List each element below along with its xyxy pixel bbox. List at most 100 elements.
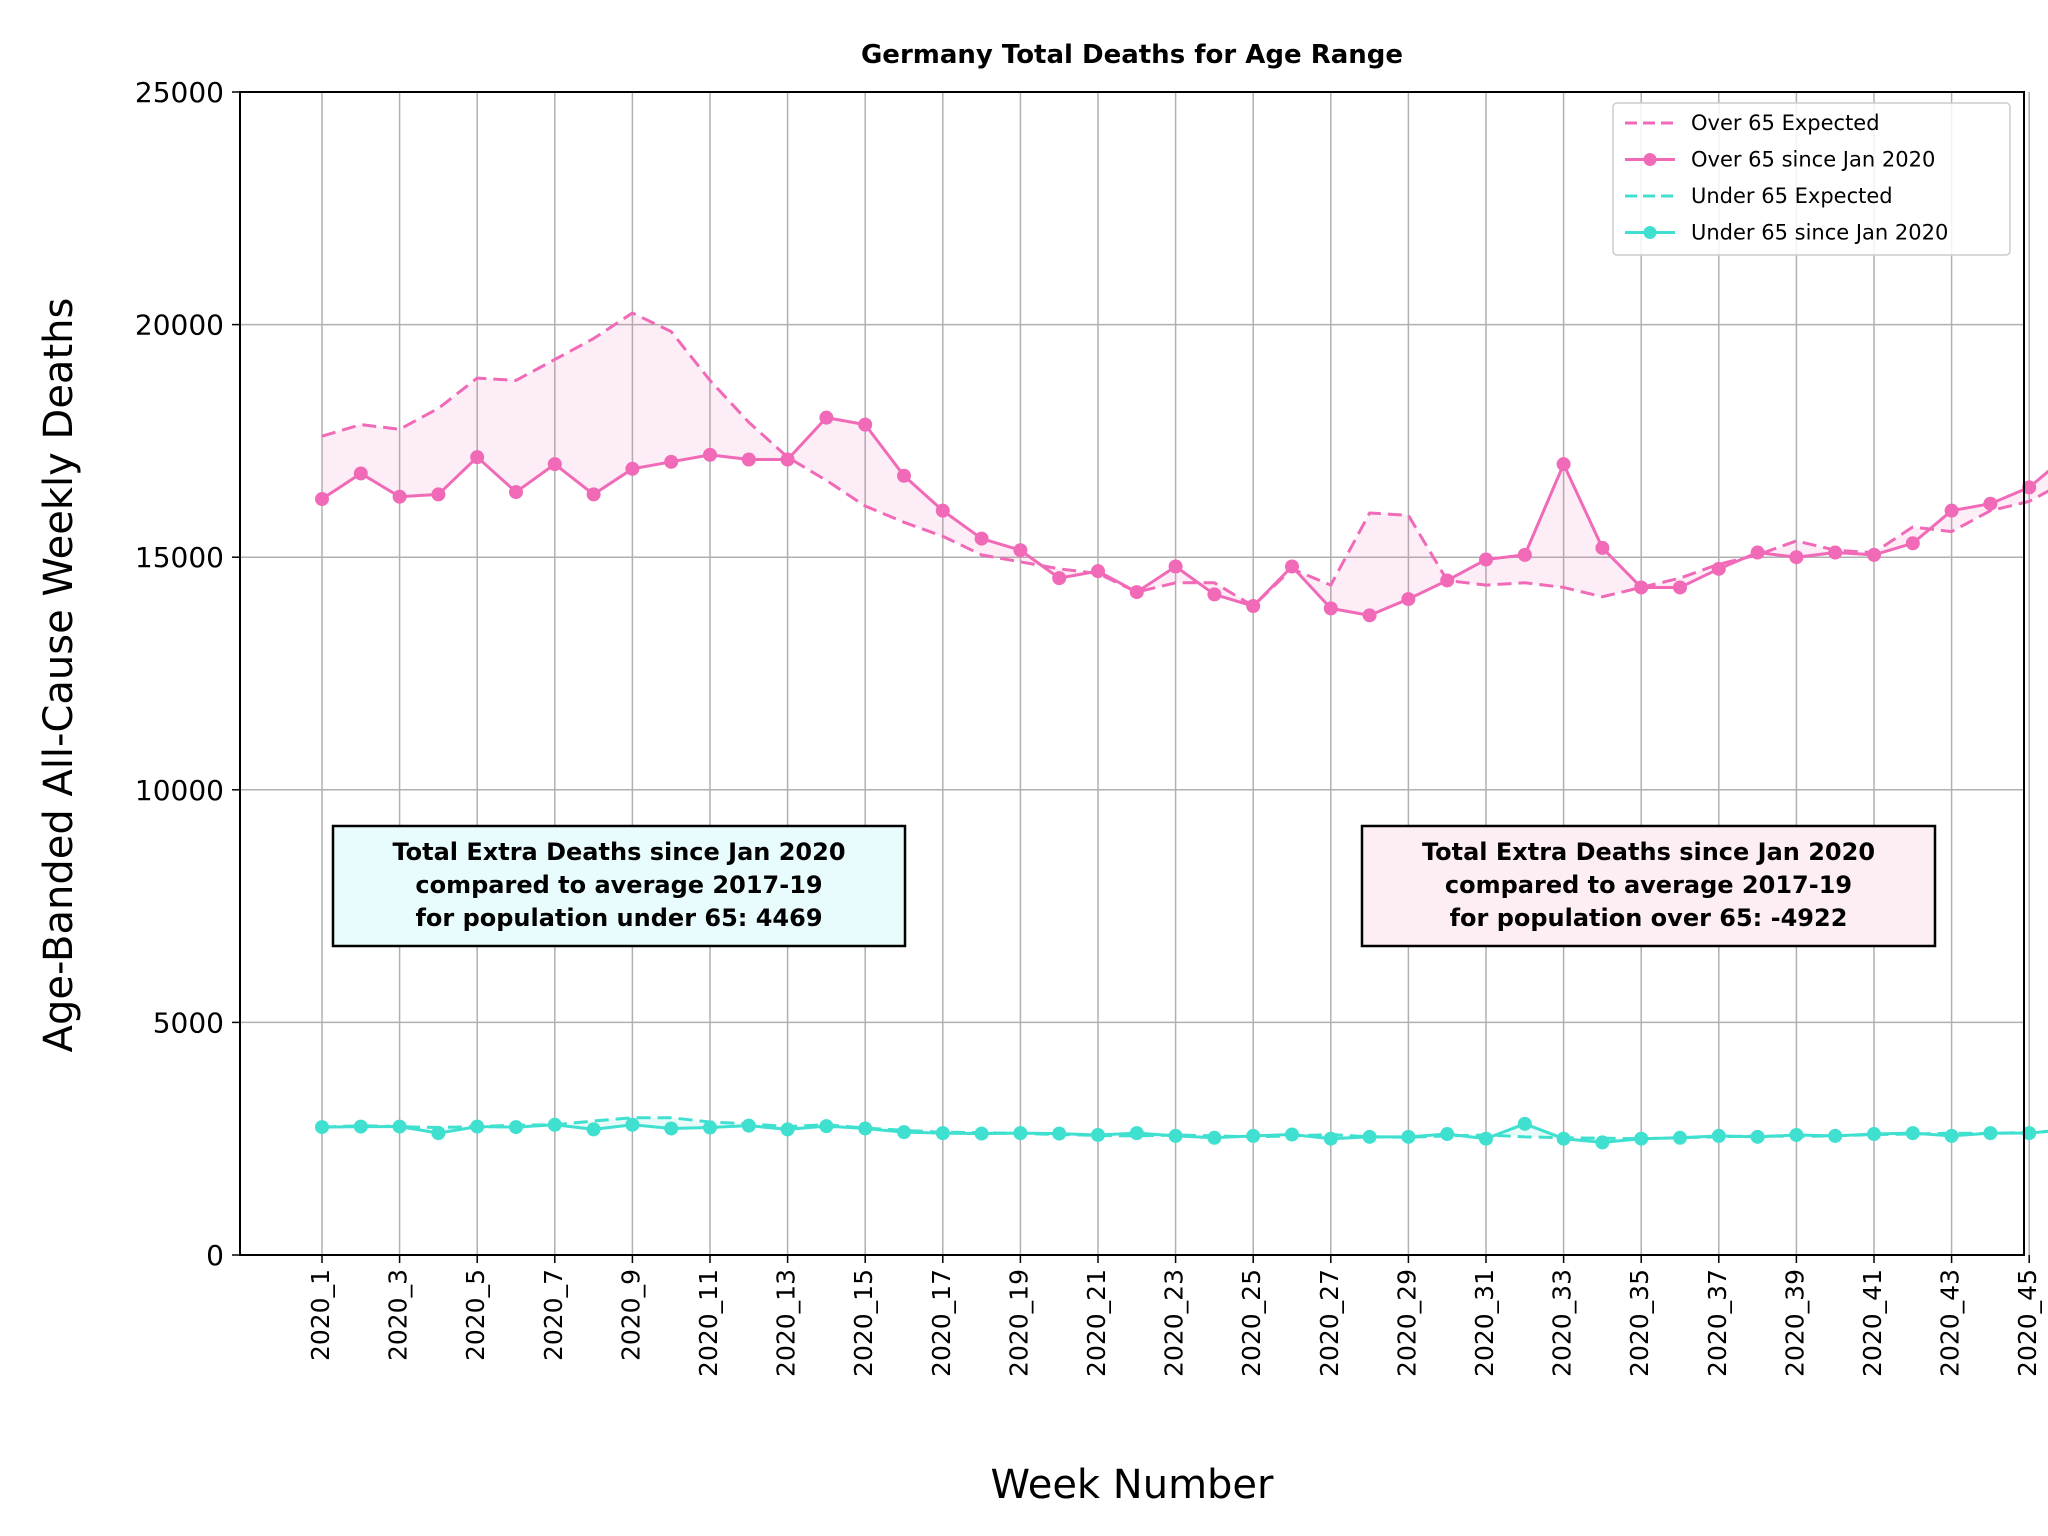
x-axis-ticks: 2020_1 2020_3 2020_5 2020_7 2020_9 2020_11 202…	[306, 1255, 2042, 1377]
y-tick-label: 10000	[135, 774, 224, 807]
under-65-since-jan-2020-point	[1362, 1129, 1377, 1144]
over-65-since-jan-2020-point	[1673, 580, 1687, 595]
under-65-since-jan-2020-point	[1129, 1126, 1144, 1141]
under-65-since-jan-2020-point	[1556, 1131, 1571, 1146]
over-65-since-jan-2020-point	[1285, 559, 1299, 574]
x-tick-label: 2020_13	[772, 1269, 801, 1377]
under-65-since-jan-2020-point	[897, 1125, 911, 1140]
under-65-since-jan-2020-point	[353, 1119, 368, 1134]
over-65-since-jan-2020-point	[1479, 552, 1493, 567]
over-65-since-jan-2020-point	[1750, 545, 1765, 560]
under-65-since-jan-2020-point	[547, 1117, 562, 1132]
extra-deaths-text: Total Extra Deaths since Jan 2020	[392, 838, 845, 866]
under-65-since-jan-2020-point	[1905, 1126, 1920, 1141]
under-65-since-jan-2020-point	[935, 1126, 950, 1141]
over-65-since-jan-2020-point	[509, 485, 523, 500]
under-65-since-jan-2020-point	[1013, 1126, 1028, 1141]
over-65-since-jan-2020-point	[664, 454, 679, 469]
under-65-since-jan-2020-point	[1246, 1128, 1261, 1143]
over-65-since-jan-2020-point	[625, 461, 640, 476]
under-65-since-jan-2020-point	[1440, 1127, 1455, 1142]
under-65-since-jan-2020-point	[1052, 1126, 1067, 1141]
over-65-since-jan-2020-point	[897, 468, 911, 483]
over-65-since-jan-2020-point	[1983, 496, 1998, 511]
over-65-since-jan-2020-point	[819, 410, 834, 425]
under-65-since-jan-2020-point	[1983, 1126, 1998, 1141]
x-tick-label: 2020_5	[461, 1269, 490, 1361]
under-65-since-jan-2020-point	[509, 1120, 523, 1135]
under-65-since-jan-2020-point	[1479, 1131, 1493, 1146]
y-tick-label: 20000	[135, 309, 224, 342]
under-65-since-jan-2020-point	[1168, 1128, 1183, 1143]
y-tick-label: 25000	[135, 76, 224, 109]
y-axis-ticks: 0 5000 10000 15000 20000 25000	[135, 76, 240, 1272]
under-65-since-jan-2020-point	[315, 1120, 329, 1135]
under-65-since-jan-2020-point	[858, 1121, 873, 1136]
over-65-since-jan-2020-point	[1091, 564, 1105, 579]
under-65-since-jan-2020-point	[1828, 1128, 1843, 1143]
x-tick-label: 2020_31	[1470, 1269, 1499, 1377]
extra-deaths-text: for population under 65: 4469	[415, 904, 822, 932]
over-65-since-jan-2020-point	[1595, 540, 1610, 555]
x-tick-label: 2020_39	[1780, 1269, 1809, 1377]
under-65-since-jan-2020-point	[1517, 1116, 1532, 1131]
x-tick-label: 2020_23	[1160, 1269, 1189, 1377]
x-tick-label: 2020_45	[2013, 1269, 2042, 1377]
over-65-since-jan-2020-point	[1789, 550, 1804, 565]
chart-title: Germany Total Deaths for Age Range	[861, 40, 1403, 70]
over-65-since-jan-2020-point	[1440, 573, 1455, 588]
over-65-since-jan-2020-point	[1129, 585, 1144, 600]
x-tick-label: 2020_9	[616, 1269, 645, 1361]
under-65-since-jan-2020-point	[664, 1121, 679, 1136]
under-65-since-jan-2020-point	[1285, 1127, 1299, 1142]
y-tick-label: 15000	[135, 541, 224, 574]
under-65-since-jan-2020-point	[780, 1122, 795, 1137]
y-axis-title: Age-Banded All-Cause Weekly Deaths	[36, 298, 82, 1053]
under-65-since-jan-2020-point	[431, 1126, 446, 1141]
over-65-since-jan-2020-point	[1362, 608, 1377, 623]
over-65-since-jan-2020-point	[431, 487, 446, 502]
over-65-since-jan-2020-point	[1711, 561, 1726, 576]
extra-deaths-text: compared to average 2017-19	[415, 871, 822, 899]
under-65-since-jan-2020-point	[741, 1118, 756, 1133]
x-tick-label: 2020_17	[927, 1269, 956, 1377]
under-65-since-jan-2020-point	[1750, 1129, 1765, 1144]
under-65-since-jan-2020-point	[1207, 1130, 1222, 1145]
over-65-expected-line	[321, 311, 2048, 608]
under-65-since-jan-2020-point	[625, 1117, 640, 1132]
x-tick-label: 2020_35	[1625, 1269, 1654, 1377]
over-65-since-jan-2020-point	[1013, 543, 1028, 558]
over-65-since-jan-2020-point	[315, 492, 329, 507]
under-65-since-jan-2020-point	[1401, 1129, 1416, 1144]
over-65-since-jan-2020-point	[858, 417, 873, 432]
series-group	[315, 311, 2048, 1150]
over-65-since-jan-2020-point	[974, 531, 989, 546]
annotations: Total Extra Deaths since Jan 2020 compare…	[331, 824, 1937, 948]
extra-deaths-text: compared to average 2017-19	[1445, 871, 1852, 899]
legend-label: Under 65 Expected	[1691, 184, 1893, 208]
over-65-since-jan-2020-point	[1168, 559, 1183, 574]
over-65-since-jan-2020-point	[1052, 571, 1067, 586]
extra-deaths-text: Total Extra Deaths since Jan 2020	[1422, 838, 1875, 866]
over-65-since-jan-2020-point	[1246, 599, 1261, 614]
grid	[240, 91, 2030, 1256]
over-65-since-jan-2020-point	[353, 466, 368, 481]
over-65-since-jan-2020-point	[780, 452, 795, 467]
over-65-since-jan-2020-point	[1905, 536, 1920, 551]
extra-deaths-box	[331, 824, 907, 948]
under-65-since-jan-2020-point	[1323, 1131, 1338, 1146]
x-tick-label: 2020_27	[1315, 1269, 1344, 1377]
over-65-since-jan-2020-point	[1323, 601, 1338, 616]
under-65-since-jan-2020-point	[1673, 1130, 1687, 1145]
over-65-since-jan-2020-point	[1867, 547, 1881, 562]
legend: Over 65 Expected Over 65 since Jan 2020 Un…	[1612, 102, 2011, 256]
under-65-since-jan-2020-point	[1944, 1128, 1959, 1143]
over-65-since-jan-2020-point	[703, 447, 717, 462]
under-65-since-jan-2020-point	[703, 1120, 717, 1135]
legend-label: Over 65 since Jan 2020	[1691, 148, 1935, 172]
legend-box	[1612, 102, 2011, 256]
under-65-since-jan-2020-point	[974, 1126, 989, 1141]
over-65-since-jan-2020-point	[1634, 580, 1649, 595]
over-65-since-jan-2020-point	[2022, 480, 2037, 495]
